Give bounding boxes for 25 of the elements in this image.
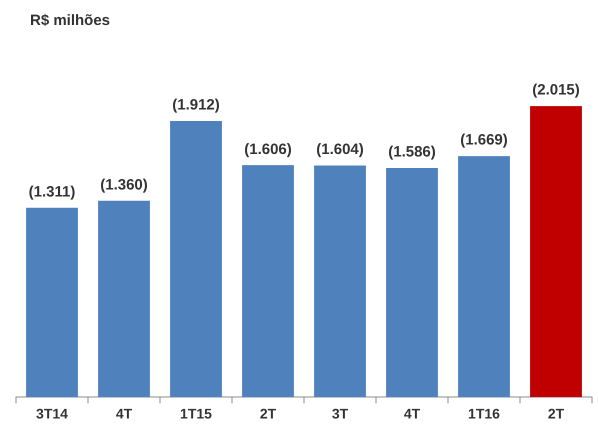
data-label: (1.360) <box>100 176 148 194</box>
x-tick-label: 1T15 <box>180 405 212 422</box>
x-tick-label: 1T16 <box>468 405 500 422</box>
x-tick-label: 3T14 <box>36 405 68 422</box>
bar <box>530 106 582 398</box>
x-tick-label: 4T <box>116 405 133 422</box>
bar <box>458 156 510 398</box>
x-tick-label: 4T <box>404 405 421 422</box>
x-tick-label: 2T <box>548 405 565 422</box>
bar <box>26 208 78 398</box>
bar <box>314 165 366 398</box>
data-label: (1.604) <box>316 141 364 158</box>
x-tick-label: 2T <box>260 405 277 422</box>
bar <box>242 165 294 398</box>
x-tick-label: 3T <box>332 405 349 422</box>
bar <box>170 120 222 398</box>
bar <box>386 168 438 398</box>
data-label: (2.015) <box>532 82 580 99</box>
chart-title: R$ milhões <box>30 12 110 29</box>
data-label: (1.669) <box>460 132 508 149</box>
data-label: (1.606) <box>244 140 292 158</box>
data-label: (1.912) <box>172 96 220 114</box>
data-label: (1.311) <box>28 183 76 200</box>
data-label: (1.586) <box>388 144 436 161</box>
bar <box>98 200 150 398</box>
